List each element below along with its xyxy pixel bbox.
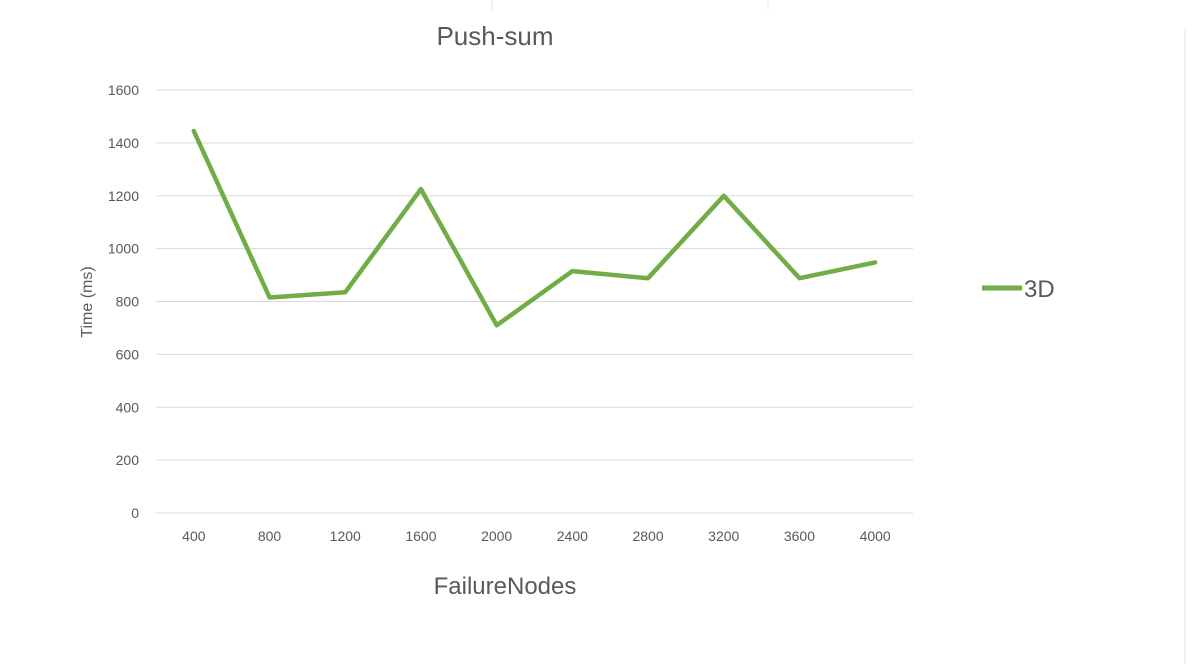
chart-title: Push-sum bbox=[436, 21, 553, 51]
x-tick-label-3200: 3200 bbox=[708, 528, 739, 544]
gridlines bbox=[156, 89, 913, 514]
x-tick-label-2800: 2800 bbox=[632, 528, 663, 544]
x-tick-label-1600: 1600 bbox=[405, 528, 436, 544]
x-axis-ticks: 400 800 1200 1600 2000 2400 2800 3200 3600 4000 bbox=[182, 528, 891, 544]
x-tick-label-400: 400 bbox=[182, 528, 206, 544]
legend: 3D bbox=[982, 276, 1055, 303]
y-tick-label-600: 600 bbox=[116, 346, 140, 362]
series-line-3D bbox=[191, 128, 878, 328]
y-tick-label-1600: 1600 bbox=[108, 82, 139, 98]
x-tick-label-1200: 1200 bbox=[330, 528, 361, 544]
y-axis-ticks: 0 200 400 600 800 1000 1200 1400 1600 bbox=[108, 82, 139, 521]
x-tick-label-3600: 3600 bbox=[784, 528, 815, 544]
y-tick-label-400: 400 bbox=[116, 399, 140, 415]
data-point-2400 bbox=[571, 270, 573, 272]
data-point-2000 bbox=[496, 324, 498, 326]
y-tick-label-1200: 1200 bbox=[108, 188, 139, 204]
y-tick-label-200: 200 bbox=[116, 452, 140, 468]
data-point-4000 bbox=[874, 261, 876, 263]
data-point-1600 bbox=[420, 188, 422, 190]
data-point-3600 bbox=[798, 277, 800, 279]
data-point-800 bbox=[269, 297, 271, 299]
x-tick-label-4000: 4000 bbox=[860, 528, 891, 544]
data-point-2800 bbox=[647, 277, 649, 279]
y-tick-label-1400: 1400 bbox=[108, 135, 139, 151]
data-point-3200 bbox=[723, 195, 725, 197]
data-point-1200 bbox=[344, 291, 346, 293]
legend-label-3d: 3D bbox=[1024, 276, 1055, 303]
x-tick-label-2400: 2400 bbox=[557, 528, 588, 544]
y-tick-label-0: 0 bbox=[131, 505, 139, 521]
y-tick-label-1000: 1000 bbox=[108, 241, 139, 257]
series-layer bbox=[191, 128, 878, 328]
y-axis-title: Time (ms) bbox=[79, 266, 96, 337]
x-axis-title: FailureNodes bbox=[434, 573, 577, 600]
x-tick-label-2000: 2000 bbox=[481, 528, 512, 544]
x-tick-label-800: 800 bbox=[258, 528, 282, 544]
data-point-400 bbox=[193, 130, 195, 132]
y-tick-label-800: 800 bbox=[116, 294, 140, 310]
